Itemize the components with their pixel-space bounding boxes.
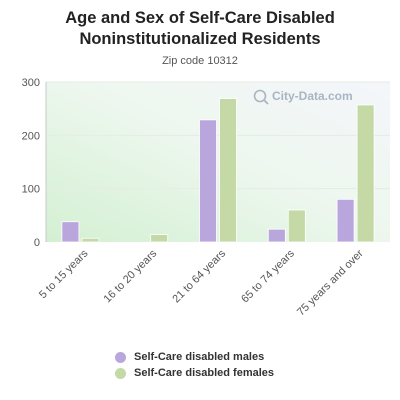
bar-males [199, 119, 217, 243]
legend-label-females: Self-Care disabled females [134, 367, 275, 379]
legend-marker-females [115, 367, 126, 379]
bar-males [61, 221, 80, 243]
bar-females [219, 98, 237, 243]
chart-title: Age and Sex of Self-Care Disabled Nonins… [65, 9, 335, 48]
bar-females [287, 209, 306, 243]
legend-marker-males [115, 351, 126, 363]
y-tick-label: 200 [22, 130, 40, 142]
legend-item-males: Self-Care disabled males [115, 349, 274, 365]
bar-females [356, 104, 375, 243]
y-tick-label: 300 [22, 77, 40, 89]
bar-males [267, 228, 286, 243]
plot-area [46, 82, 390, 242]
x-tick-label: 65 to 74 years [239, 247, 297, 305]
watermark-text: City-Data.com [272, 89, 353, 103]
watermark: City-Data.com [253, 89, 353, 105]
chart-legend: Self-Care disabled males Self-Care disab… [115, 349, 274, 381]
y-tick-label: 0 [34, 237, 40, 249]
legend-item-females: Self-Care disabled females [115, 365, 274, 381]
legend-label-males: Self-Care disabled males [134, 351, 265, 363]
x-tick-label: 5 to 15 years [37, 247, 91, 301]
bar-females [150, 234, 169, 243]
x-tick-label: 75 years and over [295, 247, 366, 318]
bar-females [81, 237, 100, 243]
bar-males [336, 198, 355, 243]
y-tick-label: 100 [22, 184, 40, 196]
x-tick-label: 16 to 20 years [102, 247, 160, 305]
chart-subtitle: Zip code 10312 [162, 55, 238, 67]
bar-chart: City-Data.com 0 100 200 300 5 to 15 years 16… [22, 77, 390, 318]
x-tick-label: 21 to 64 years [170, 247, 228, 305]
